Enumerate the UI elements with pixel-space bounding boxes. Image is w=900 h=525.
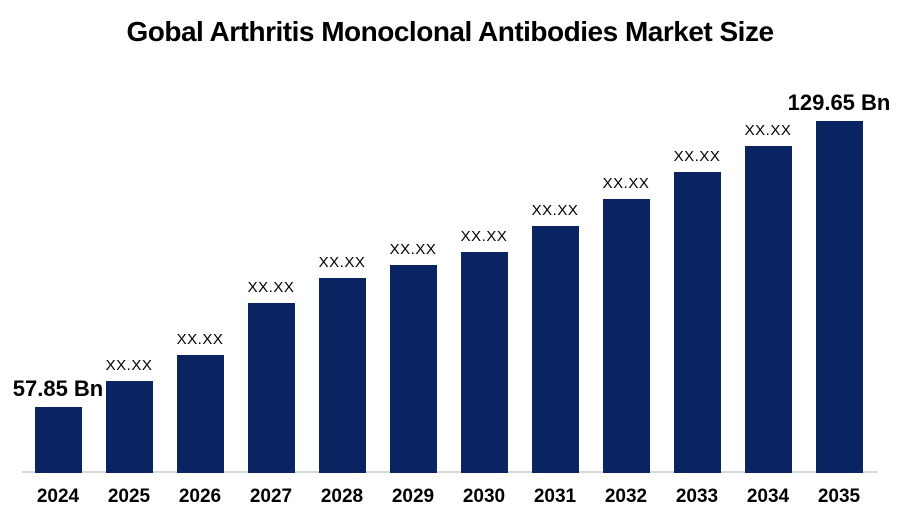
bar-2034 <box>744 146 792 473</box>
value-label-2024: 57.85 Bn <box>12 376 104 401</box>
bar-2026 <box>176 355 224 473</box>
bar-2030 <box>460 252 508 473</box>
value-label-2032: XX.XX <box>602 175 650 192</box>
x-tick-label-2030: 2030 <box>462 486 506 507</box>
bar-2027 <box>247 303 295 473</box>
x-tick-label-2032: 2032 <box>604 486 648 507</box>
x-tick-label-2034: 2034 <box>746 486 790 507</box>
chart-title: Gobal Arthritis Monoclonal Antibodies Ma… <box>126 16 774 47</box>
bar-2025 <box>105 381 153 473</box>
value-label-2031: XX.XX <box>531 202 579 219</box>
value-label-2026: XX.XX <box>176 331 224 348</box>
value-label-2025: XX.XX <box>105 357 153 374</box>
x-tick-label-2031: 2031 <box>533 486 577 507</box>
bar-2031 <box>531 226 579 473</box>
bar-2028 <box>318 278 366 473</box>
value-label-2029: XX.XX <box>389 241 437 258</box>
x-tick-label-2035: 2035 <box>817 486 861 507</box>
value-label-2034: XX.XX <box>744 122 792 139</box>
bar-2029 <box>389 265 437 473</box>
x-tick-label-2025: 2025 <box>107 486 151 507</box>
bar-2033 <box>673 172 721 473</box>
value-label-2028: XX.XX <box>318 254 366 271</box>
x-tick-label-2033: 2033 <box>675 486 719 507</box>
x-tick-label-2027: 2027 <box>249 486 293 507</box>
x-tick-label-2029: 2029 <box>391 486 435 507</box>
value-label-2027: XX.XX <box>247 279 295 296</box>
x-tick-label-2028: 2028 <box>320 486 364 507</box>
x-tick-label-2026: 2026 <box>178 486 222 507</box>
bar-2035 <box>815 121 863 473</box>
value-label-2033: XX.XX <box>673 148 721 165</box>
x-tick-label-2024: 2024 <box>36 486 80 507</box>
x-axis-line <box>22 471 878 473</box>
value-label-2030: XX.XX <box>460 228 508 245</box>
value-label-2035: 129.65 Bn <box>787 90 891 115</box>
bar-2032 <box>602 199 650 473</box>
bar-2024 <box>34 407 82 473</box>
